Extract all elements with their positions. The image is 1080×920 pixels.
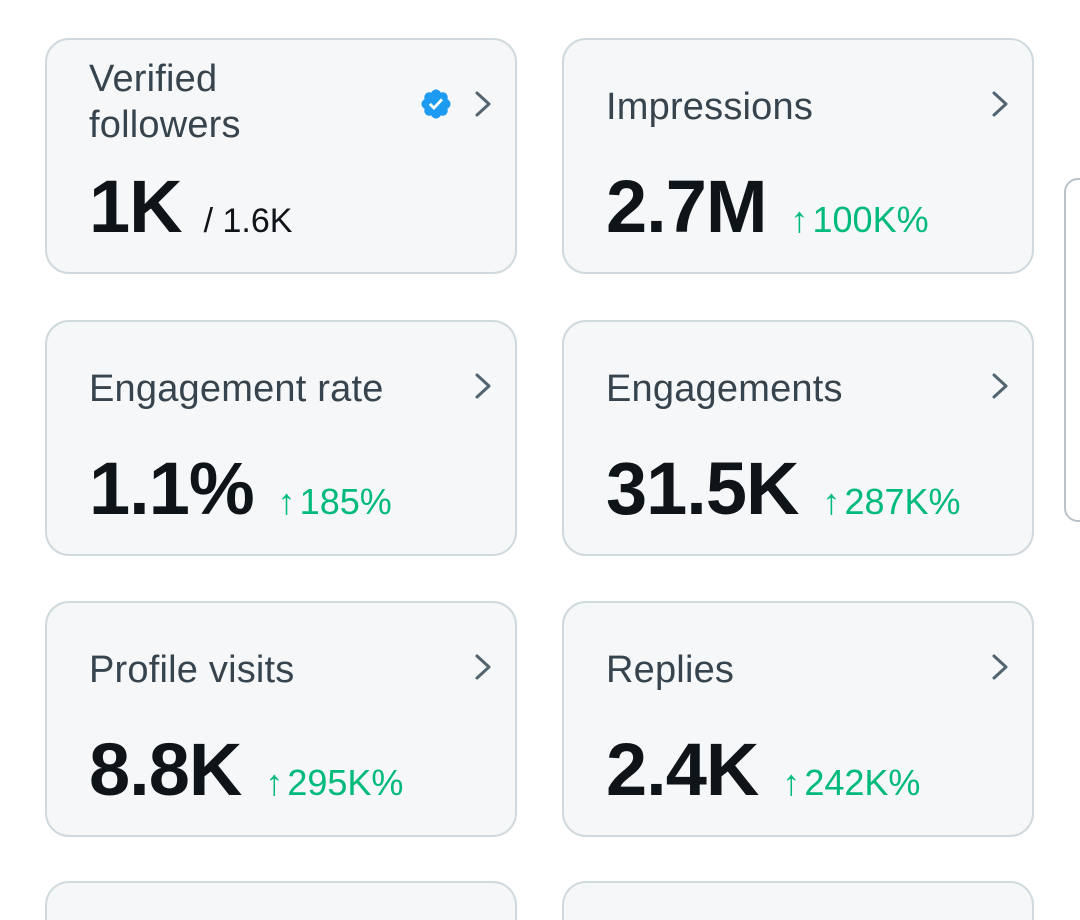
metric-change-value: 287K% xyxy=(844,481,961,522)
verified-followers-card[interactable]: Verified followers 1K / 1.6K xyxy=(45,38,517,274)
metric-card-partial[interactable] xyxy=(45,881,517,920)
metric-row: 2.4K ↑ 242K% xyxy=(606,729,920,811)
metric-change-value: 295K% xyxy=(287,762,404,803)
metric-change: ↑ 185% xyxy=(278,481,392,523)
chevron-right-icon xyxy=(992,91,1008,117)
chevron-right-icon xyxy=(475,91,491,117)
card-title: Verified followers xyxy=(89,58,241,146)
chevron-right-icon xyxy=(475,373,491,399)
arrow-up-icon: ↑ xyxy=(790,199,809,240)
metric-value: 1.1% xyxy=(89,447,255,530)
card-title: Replies xyxy=(606,649,735,691)
metric-row: 1.1% ↑ 185% xyxy=(89,448,392,530)
arrow-up-icon: ↑ xyxy=(265,762,284,803)
metric-row: 31.5K ↑ 287K% xyxy=(606,448,961,530)
metric-value: 31.5K xyxy=(606,447,799,530)
metric-row: 8.8K ↑ 295K% xyxy=(89,729,403,811)
metric-value: 1K xyxy=(89,165,183,248)
metric-value: 2.7M xyxy=(606,165,768,248)
engagement-rate-card[interactable]: Engagement rate 1.1% ↑ 185% xyxy=(45,320,517,556)
metric-value: 8.8K xyxy=(89,728,242,811)
card-title: Engagements xyxy=(606,368,843,410)
card-title: Profile visits xyxy=(89,649,295,691)
profile-visits-card[interactable]: Profile visits 8.8K ↑ 295K% xyxy=(45,601,517,837)
metric-change-value: 100K% xyxy=(812,199,929,240)
arrow-up-icon: ↑ xyxy=(277,481,296,522)
metric-change-value: 185% xyxy=(299,481,392,522)
metric-change: ↑ 242K% xyxy=(782,762,920,804)
metric-change: ↑ 100K% xyxy=(791,199,929,241)
metric-change: ↑ 295K% xyxy=(265,762,403,804)
impressions-card[interactable]: Impressions 2.7M ↑ 100K% xyxy=(562,38,1034,274)
metric-value: 2.4K xyxy=(606,728,759,811)
metric-row: 1K / 1.6K xyxy=(89,166,292,248)
replies-card[interactable]: Replies 2.4K ↑ 242K% xyxy=(562,601,1034,837)
metric-change-value: 242K% xyxy=(804,762,921,803)
scroll-handle[interactable] xyxy=(1064,178,1080,522)
card-title: Engagement rate xyxy=(89,368,384,410)
chevron-right-icon xyxy=(992,373,1008,399)
verified-badge-icon xyxy=(421,89,451,119)
engagements-card[interactable]: Engagements 31.5K ↑ 287K% xyxy=(562,320,1034,556)
arrow-up-icon: ↑ xyxy=(782,762,801,803)
chevron-right-icon xyxy=(992,654,1008,680)
metric-total: / 1.6K xyxy=(203,202,293,240)
chevron-right-icon xyxy=(475,654,491,680)
card-title: Impressions xyxy=(606,86,814,128)
metric-card-partial[interactable] xyxy=(562,881,1034,920)
metric-row: 2.7M ↑ 100K% xyxy=(606,166,929,248)
metric-change: ↑ 287K% xyxy=(822,481,960,523)
arrow-up-icon: ↑ xyxy=(822,481,841,522)
